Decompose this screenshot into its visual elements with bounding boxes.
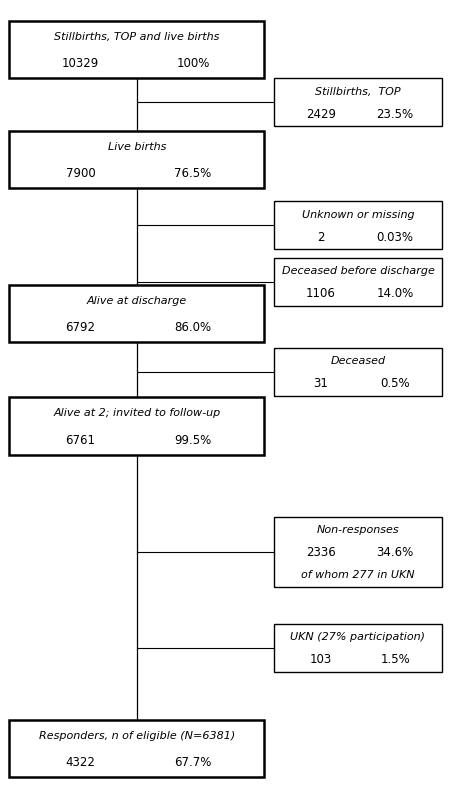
FancyBboxPatch shape: [9, 720, 264, 777]
Text: Responders, n of eligible (N=6381): Responders, n of eligible (N=6381): [39, 731, 234, 741]
FancyBboxPatch shape: [9, 397, 264, 455]
FancyBboxPatch shape: [273, 517, 441, 587]
Text: 103: 103: [309, 654, 331, 666]
FancyBboxPatch shape: [273, 201, 441, 249]
Text: 100%: 100%: [176, 57, 209, 70]
Text: of whom 277 in UKN: of whom 277 in UKN: [300, 570, 414, 579]
Text: Deceased before discharge: Deceased before discharge: [281, 267, 434, 276]
Text: 2429: 2429: [305, 108, 335, 120]
Text: Stillbirths,  TOP: Stillbirths, TOP: [314, 87, 400, 97]
Text: Stillbirths, TOP and live births: Stillbirths, TOP and live births: [54, 32, 219, 41]
FancyBboxPatch shape: [273, 258, 441, 306]
FancyBboxPatch shape: [9, 21, 264, 78]
Text: 76.5%: 76.5%: [174, 168, 211, 180]
Text: 7900: 7900: [66, 168, 95, 180]
Text: 0.5%: 0.5%: [379, 377, 409, 390]
Text: 31: 31: [313, 377, 328, 390]
Text: 10329: 10329: [62, 57, 99, 70]
Text: 86.0%: 86.0%: [174, 322, 211, 334]
FancyBboxPatch shape: [9, 285, 264, 342]
FancyBboxPatch shape: [273, 624, 441, 672]
Text: 23.5%: 23.5%: [376, 108, 413, 120]
Text: 99.5%: 99.5%: [174, 434, 211, 447]
Text: 0.03%: 0.03%: [376, 231, 413, 243]
Text: Unknown or missing: Unknown or missing: [301, 210, 413, 219]
Text: Deceased: Deceased: [330, 357, 384, 366]
Text: Alive at 2; invited to follow-up: Alive at 2; invited to follow-up: [53, 409, 220, 418]
Text: 67.7%: 67.7%: [174, 757, 211, 769]
Text: UKN (27% participation): UKN (27% participation): [290, 633, 425, 642]
Text: Alive at discharge: Alive at discharge: [86, 296, 187, 306]
Text: 14.0%: 14.0%: [376, 287, 413, 300]
Text: 1106: 1106: [305, 287, 335, 300]
Text: 6761: 6761: [66, 434, 96, 447]
Text: Live births: Live births: [107, 142, 166, 152]
Text: Non-responses: Non-responses: [316, 525, 399, 535]
FancyBboxPatch shape: [9, 131, 264, 188]
Text: 6792: 6792: [66, 322, 96, 334]
Text: 1.5%: 1.5%: [379, 654, 409, 666]
Text: 2336: 2336: [305, 546, 335, 559]
Text: 34.6%: 34.6%: [376, 546, 413, 559]
Text: 2: 2: [316, 231, 324, 243]
FancyBboxPatch shape: [273, 78, 441, 126]
Text: 4322: 4322: [66, 757, 96, 769]
FancyBboxPatch shape: [273, 348, 441, 396]
